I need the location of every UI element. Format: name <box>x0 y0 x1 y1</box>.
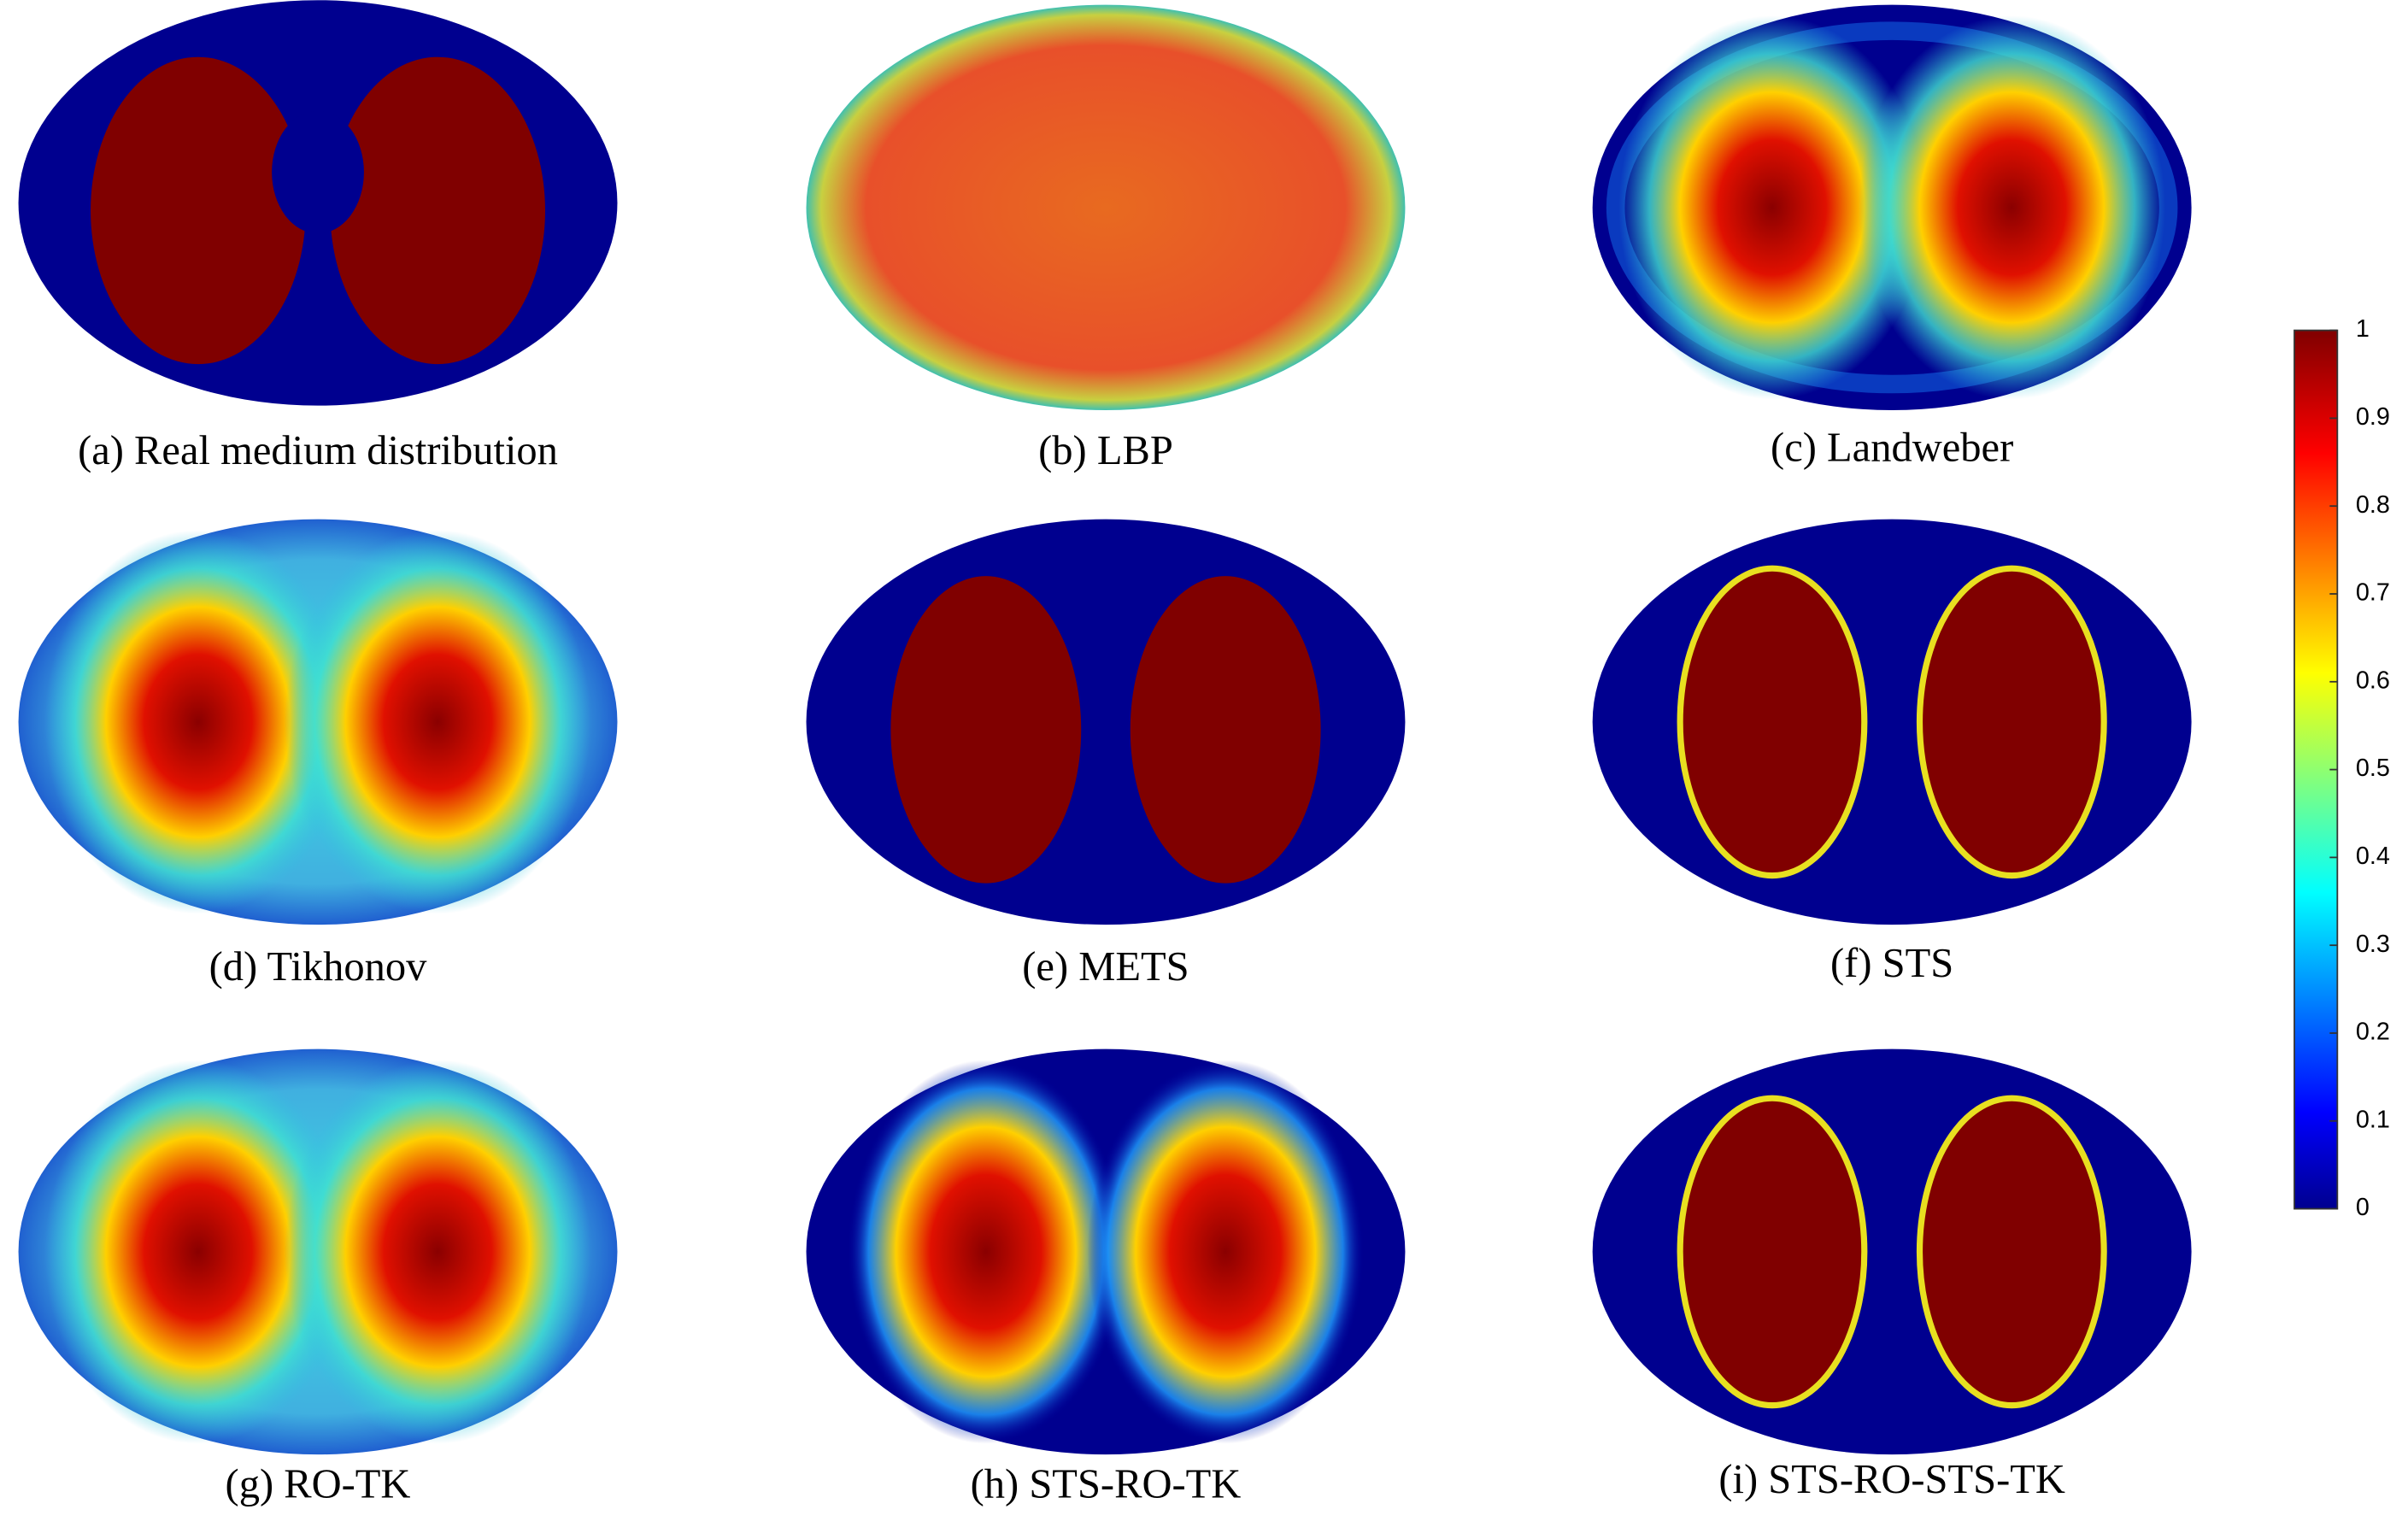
lung <box>890 576 1082 884</box>
lung <box>1916 1095 2107 1409</box>
colorbar-tick-label: 0.1 <box>2356 1106 2390 1133</box>
caption: (d) Tikhonov <box>209 944 428 990</box>
lung <box>1677 565 1868 879</box>
colorbar-tick-label: 0.4 <box>2356 843 2390 870</box>
panel-image <box>806 4 1406 411</box>
lung <box>330 56 546 365</box>
colorbar-tick-label: 0.6 <box>2356 667 2390 694</box>
caption: (i) STS-RO-STS-TK <box>1718 1457 2065 1502</box>
caption: (b) LBP <box>1038 428 1173 473</box>
caption: (h) STS-RO-TK <box>971 1461 1242 1507</box>
colorbar-tick-label: 1 <box>2356 315 2370 343</box>
lung <box>1130 576 1321 884</box>
caption: (a) Real medium distribution <box>78 428 558 473</box>
lung <box>1618 15 1926 400</box>
colorbar-tick-label: 0.9 <box>2356 403 2390 431</box>
caption: (e) METS <box>1022 944 1189 990</box>
caption: (f) STS <box>1830 941 1953 986</box>
lung <box>284 530 591 914</box>
colorbar-tick-label: 0.3 <box>2356 931 2390 958</box>
lung <box>1677 1095 1868 1409</box>
panel-halo <box>1606 21 2178 394</box>
colorbar-tick-label: 0.2 <box>2356 1019 2390 1046</box>
lung <box>44 530 352 914</box>
colorbar-tick-label: 0.7 <box>2356 579 2390 607</box>
colorbar-tick-label: 0.5 <box>2356 755 2390 782</box>
lung <box>91 56 306 365</box>
caption: (g) RO-TK <box>226 1461 411 1507</box>
lung <box>1858 15 2166 400</box>
lung <box>284 1060 591 1444</box>
caption: (c) Landweber <box>1771 425 2013 470</box>
panels: (a) Real medium distribution (b) LBP (c) L… <box>18 0 2192 1507</box>
colorbar-tick-label: 0.8 <box>2356 491 2390 519</box>
lung <box>44 1060 352 1444</box>
lung <box>848 1060 1125 1444</box>
lung <box>1087 1060 1364 1444</box>
colorbar-tick-label: 0 <box>2356 1194 2370 1221</box>
mediastinum <box>272 110 364 234</box>
lung <box>1916 565 2107 879</box>
